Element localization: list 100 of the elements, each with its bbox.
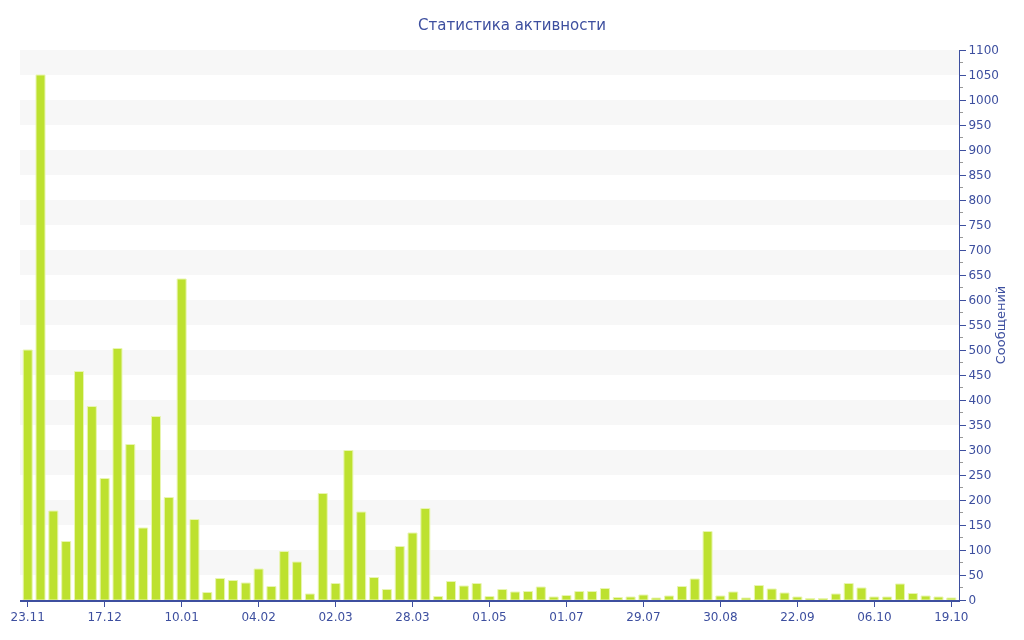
bar bbox=[202, 592, 213, 600]
bar bbox=[407, 532, 418, 600]
y-tick-label: 1100 bbox=[968, 43, 999, 58]
bar bbox=[356, 511, 367, 600]
bar bbox=[843, 583, 854, 600]
bar bbox=[715, 595, 726, 600]
x-tick-label: 17.12 bbox=[87, 610, 122, 625]
bar bbox=[548, 596, 559, 600]
y-tick-label: 650 bbox=[968, 268, 992, 283]
y-tick-label: 400 bbox=[968, 393, 992, 408]
y-tick-label: 700 bbox=[968, 243, 992, 258]
bar bbox=[625, 596, 636, 600]
bar bbox=[869, 596, 880, 600]
bar bbox=[535, 586, 546, 600]
bar bbox=[433, 596, 444, 600]
bar bbox=[266, 586, 277, 600]
bar bbox=[497, 589, 508, 600]
x-tick-label: 23.11 bbox=[10, 610, 45, 625]
y-tick-label: 850 bbox=[968, 168, 992, 183]
bar bbox=[125, 444, 136, 600]
bar bbox=[176, 278, 187, 600]
y-tick-label: 1050 bbox=[968, 68, 999, 83]
y-axis-title: Сообщений bbox=[993, 285, 1009, 365]
y-tick-label: 150 bbox=[968, 518, 992, 533]
bar bbox=[74, 371, 84, 600]
bar bbox=[753, 585, 764, 600]
bar bbox=[279, 551, 290, 600]
y-tick-label: 750 bbox=[968, 218, 992, 233]
bar bbox=[86, 406, 97, 600]
bar bbox=[882, 596, 893, 600]
bar bbox=[458, 585, 469, 600]
y-tick-label: 550 bbox=[968, 318, 992, 333]
bar bbox=[664, 595, 675, 600]
bar bbox=[22, 349, 33, 600]
y-tick-label: 50 bbox=[968, 568, 984, 583]
y-tick-label: 450 bbox=[968, 368, 992, 383]
bar bbox=[163, 497, 174, 600]
bar bbox=[35, 74, 46, 600]
x-tick-label: 22.09 bbox=[780, 610, 815, 625]
y-tick-label: 600 bbox=[968, 293, 992, 308]
bar bbox=[779, 592, 790, 600]
y-tick-label: 0 bbox=[968, 593, 977, 608]
bar bbox=[484, 596, 495, 600]
y-tick-label: 1000 bbox=[968, 93, 999, 108]
y-tick-label: 950 bbox=[968, 118, 992, 133]
y-tick-label: 800 bbox=[968, 193, 992, 208]
bar bbox=[253, 568, 264, 600]
bar bbox=[138, 527, 149, 600]
bar bbox=[856, 587, 867, 600]
bar bbox=[292, 561, 303, 600]
bar bbox=[689, 578, 700, 600]
x-tick-label: 30.08 bbox=[703, 610, 738, 625]
bar bbox=[381, 589, 392, 600]
bar bbox=[369, 577, 380, 600]
bar bbox=[895, 583, 905, 600]
bar bbox=[587, 591, 598, 600]
bar bbox=[227, 580, 238, 600]
bar bbox=[702, 531, 713, 600]
bar bbox=[61, 541, 72, 600]
x-tick-label: 06.10 bbox=[857, 610, 892, 625]
bar bbox=[150, 416, 161, 600]
bar bbox=[907, 593, 918, 600]
bar bbox=[240, 582, 251, 600]
bar bbox=[946, 597, 957, 600]
bar bbox=[574, 591, 585, 600]
bar bbox=[99, 478, 110, 600]
y-tick-label: 250 bbox=[968, 468, 992, 483]
bar bbox=[638, 594, 649, 600]
chart-title: Статистика активности bbox=[418, 15, 606, 34]
bar bbox=[48, 510, 59, 600]
y-tick-label: 500 bbox=[968, 343, 992, 358]
bar bbox=[728, 591, 739, 600]
bar bbox=[612, 597, 623, 600]
x-tick-label: 28.03 bbox=[395, 610, 430, 625]
bar bbox=[561, 595, 572, 600]
bar bbox=[446, 581, 457, 600]
bar bbox=[471, 583, 482, 600]
x-tick-label: 04.02 bbox=[241, 610, 276, 625]
bar bbox=[215, 578, 226, 600]
y-tick-label: 900 bbox=[968, 143, 992, 158]
bar bbox=[330, 583, 341, 600]
bar bbox=[304, 593, 315, 600]
y-tick-label: 200 bbox=[968, 493, 992, 508]
x-tick-label: 19.10 bbox=[934, 610, 969, 625]
bar bbox=[766, 588, 777, 600]
x-tick-label: 01.05 bbox=[472, 610, 507, 625]
x-tick-label: 01.07 bbox=[549, 610, 584, 625]
x-tick-label: 29.07 bbox=[626, 610, 661, 625]
bar bbox=[343, 450, 354, 600]
bar bbox=[792, 596, 803, 600]
y-tick-label: 300 bbox=[968, 443, 992, 458]
y-tick-label: 350 bbox=[968, 418, 992, 433]
bar bbox=[933, 596, 944, 600]
bar bbox=[741, 597, 752, 600]
bar bbox=[830, 593, 841, 600]
bar bbox=[112, 348, 123, 600]
y-tick-label: 100 bbox=[968, 543, 992, 558]
bar bbox=[522, 591, 533, 600]
bar bbox=[599, 588, 610, 600]
bar bbox=[676, 586, 687, 600]
